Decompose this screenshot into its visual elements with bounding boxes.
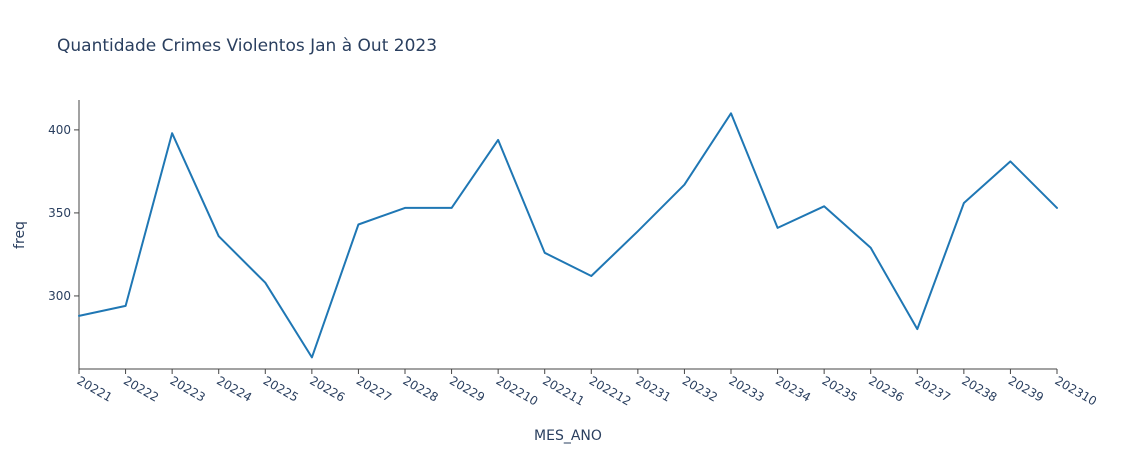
- x-tick-label: 20228: [401, 373, 441, 404]
- x-tick-label: 20238: [959, 373, 999, 404]
- data-point: [1055, 206, 1059, 210]
- data-point: [822, 204, 826, 208]
- data-point: [77, 314, 81, 318]
- data-point: [217, 234, 221, 238]
- data-point: [543, 251, 547, 255]
- series-group: [77, 111, 1059, 359]
- x-tick-label: 20227: [354, 373, 394, 404]
- x-tick-label: 20222: [121, 373, 161, 404]
- data-point: [496, 138, 500, 142]
- data-point: [869, 246, 873, 250]
- data-point: [170, 131, 174, 135]
- y-axis-label: freq: [12, 221, 28, 249]
- data-point: [915, 327, 919, 331]
- data-point: [263, 281, 267, 285]
- data-point: [124, 304, 128, 308]
- x-tick-label: 20231: [633, 373, 673, 404]
- x-axis: 20221 20222 20223 20224 20225 20226 20227 20228…: [75, 368, 1100, 409]
- x-tick-label: 20226: [307, 373, 347, 404]
- x-tick-label: 202310: [1053, 373, 1100, 408]
- x-tick-label: 20233: [727, 373, 767, 404]
- data-point: [1008, 159, 1012, 163]
- x-tick-label: 20232: [680, 373, 720, 404]
- series-line: [78, 112, 1058, 359]
- x-tick-label: 20234: [773, 373, 813, 404]
- x-tick-label: 20229: [447, 373, 487, 404]
- data-point: [589, 274, 593, 278]
- x-tick-label: 20223: [168, 373, 208, 404]
- data-point: [450, 206, 454, 210]
- chart-title: Quantidade Crimes Violentos Jan à Out 20…: [57, 36, 437, 56]
- x-tick-label: 20239: [1006, 373, 1046, 404]
- data-point: [682, 183, 686, 187]
- x-axis-label: MES_ANO: [534, 428, 602, 444]
- data-point: [729, 111, 733, 115]
- data-point: [776, 226, 780, 230]
- data-point: [356, 223, 360, 227]
- data-point: [636, 229, 640, 233]
- y-tick-label: 350: [48, 206, 71, 220]
- x-tick-label: 202211: [540, 373, 587, 408]
- data-point: [310, 355, 314, 359]
- x-tick-label: 202212: [587, 373, 634, 408]
- x-tick-label: 20224: [214, 373, 254, 404]
- y-axis: 300 350 400: [48, 100, 80, 369]
- x-tick-label: 202210: [494, 373, 541, 408]
- x-tick-label: 20221: [75, 373, 115, 404]
- x-tick-label: 20225: [261, 373, 301, 404]
- x-tick-label: 20236: [866, 373, 906, 404]
- x-tick-label: 20235: [820, 373, 860, 404]
- data-point: [403, 206, 407, 210]
- y-tick-label: 400: [48, 123, 71, 137]
- data-point: [962, 201, 966, 205]
- y-tick-label: 300: [48, 289, 71, 303]
- x-tick-label: 20237: [913, 373, 953, 404]
